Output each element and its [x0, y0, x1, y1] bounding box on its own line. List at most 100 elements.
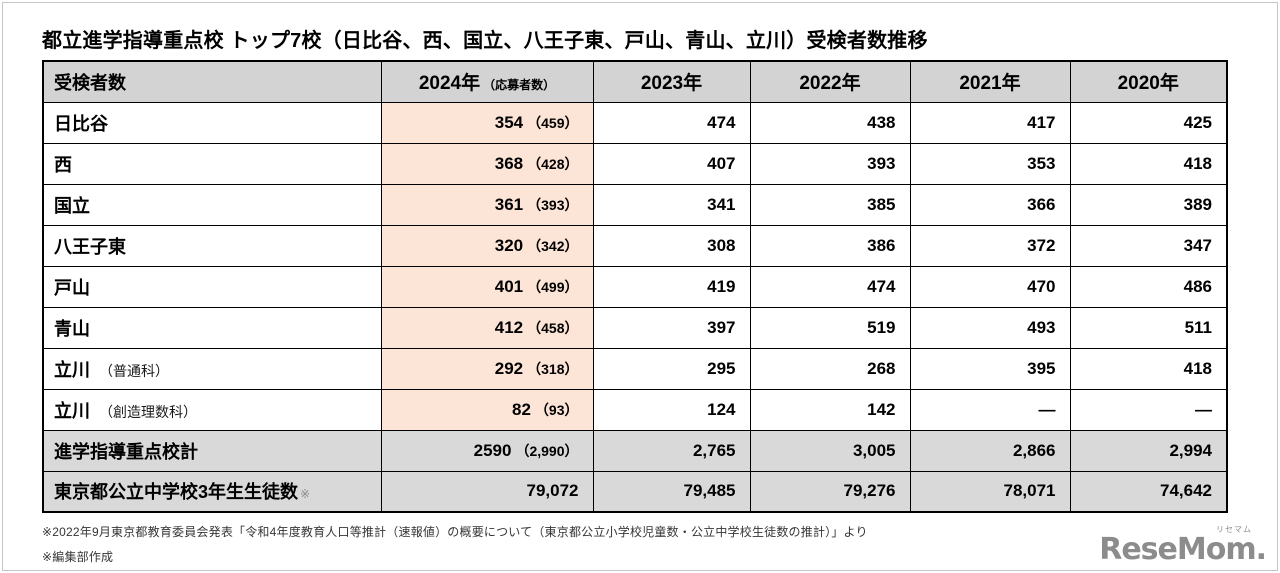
value-2022: 393: [749, 142, 911, 185]
total-row: 進学指導重点校計 2590 （2,990） 2,765 3,005 2,866 2…: [42, 429, 1228, 472]
students-2024: 79,072: [380, 470, 594, 513]
students-2020: 74,642: [1069, 470, 1228, 513]
applicants-2024: （393）: [527, 196, 579, 213]
table-row: 戸山 401 （499） 419 474 470 486: [42, 265, 1228, 308]
table-row: 青山 412 （458） 397 519 493 511: [42, 306, 1228, 349]
value-2022: 142: [749, 388, 911, 431]
applicants-2024: （93）: [534, 401, 579, 418]
value-2021: 493: [909, 306, 1071, 349]
value-2020: 418: [1069, 142, 1228, 185]
applicants-2024: （459）: [527, 114, 579, 131]
value-2022: 386: [749, 224, 911, 267]
value-2021: 395: [909, 347, 1071, 390]
value-2023: 474: [592, 101, 751, 144]
total-row-label: 進学指導重点校計: [42, 429, 382, 472]
students-2021: 78,071: [909, 470, 1071, 513]
applicants-2024: （428）: [527, 155, 579, 172]
table-row: 日比谷 354 （459） 474 438 417 425: [42, 101, 1228, 144]
students-2023: 79,485: [592, 470, 751, 513]
value-2021: 470: [909, 265, 1071, 308]
total-2021: 2,866: [909, 429, 1071, 472]
footnotes: ※2022年9月東京都教育委員会発表「令和4年度教育人口等推計（速報値）の概要に…: [42, 523, 1226, 566]
value-2024: 82 （93）: [380, 388, 594, 431]
value-2021: 366: [909, 183, 1071, 226]
value-2023: 407: [592, 142, 751, 185]
value-2020: 425: [1069, 101, 1228, 144]
value-2024: 401 （499）: [380, 265, 594, 308]
header-2024: 2024年 （応募者数）: [380, 60, 594, 103]
table-row: 国立 361 （393） 341 385 366 389: [42, 183, 1228, 226]
resemom-logo-text: ReseMom.: [1099, 532, 1267, 567]
figure-content: 都立進学指導重点校 トップ7校（日比谷、西、国立、八王子東、戸山、青山、立川）受…: [42, 24, 1228, 572]
header-2024-subnote: （応募者数）: [483, 78, 556, 93]
table-row: 西 368 （428） 407 393 353 418: [42, 142, 1228, 185]
resemom-logo-ruby: リセマム: [1216, 525, 1252, 534]
applicants-2024: （318）: [527, 360, 579, 377]
value-2023: 124: [592, 388, 751, 431]
footnote-marker: ※: [300, 487, 311, 502]
value-2020: 389: [1069, 183, 1228, 226]
total-2024: 2590 （2,990）: [380, 429, 594, 472]
value-2020: 347: [1069, 224, 1228, 267]
table-row: 八王子東 320 （342） 308 386 372 347: [42, 224, 1228, 267]
total-2020: 2,994: [1069, 429, 1228, 472]
applicants-2024: （458）: [527, 319, 579, 336]
value-2024: 320 （342）: [380, 224, 594, 267]
school-dept: （創造理数科）: [99, 403, 197, 420]
table-row: 立川 （創造理数科） 82 （93） 124 142 — —: [42, 388, 1228, 431]
school-name: 国立: [54, 195, 90, 216]
total-applicants-2024: （2,990）: [515, 442, 579, 459]
value-2023: 397: [592, 306, 751, 349]
school-name: 戸山: [54, 277, 90, 298]
value-2024: 368 （428）: [380, 142, 594, 185]
footnote-credit: ※編集部作成: [42, 549, 114, 564]
students-row-label: 東京都公立中学校3年生生徒数: [54, 482, 299, 503]
value-2021: 353: [909, 142, 1071, 185]
value-2024: 354 （459）: [380, 101, 594, 144]
school-name: 八王子東: [54, 236, 126, 257]
header-2020: 2020年: [1069, 60, 1228, 103]
value-2020: 511: [1069, 306, 1228, 349]
applicants-2024: （499）: [527, 278, 579, 295]
school-name: 立川: [54, 400, 90, 421]
value-2022: 438: [749, 101, 911, 144]
value-2022: 268: [749, 347, 911, 390]
students-row: 東京都公立中学校3年生生徒数 ※ 79,072 79,485 79,276 78,…: [42, 470, 1228, 513]
page-title: 都立進学指導重点校 トップ7校（日比谷、西、国立、八王子東、戸山、青山、立川）受…: [42, 30, 928, 52]
school-name: 立川: [54, 359, 90, 380]
footnote-source: ※2022年9月東京都教育委員会発表「令和4年度教育人口等推計（速報値）の概要に…: [42, 525, 868, 539]
header-2022: 2022年: [749, 60, 911, 103]
applicants-2024: （342）: [527, 237, 579, 254]
value-2021: 372: [909, 224, 1071, 267]
school-name: 青山: [54, 318, 90, 339]
school-name: 日比谷: [54, 113, 108, 134]
table-row: 立川 （普通科） 292 （318） 295 268 395 418: [42, 347, 1228, 390]
header-2021: 2021年: [909, 60, 1071, 103]
header-row-label: 受検者数: [42, 60, 382, 103]
value-2020: —: [1069, 388, 1228, 431]
value-2020: 486: [1069, 265, 1228, 308]
total-2022: 3,005: [749, 429, 911, 472]
applicants-table: 受検者数 2024年 （応募者数） 2023年 2022年 2021年 2020年…: [42, 60, 1228, 513]
header-2023: 2023年: [592, 60, 751, 103]
value-2021: 417: [909, 101, 1071, 144]
value-2022: 474: [749, 265, 911, 308]
value-2023: 308: [592, 224, 751, 267]
value-2023: 341: [592, 183, 751, 226]
value-2022: 519: [749, 306, 911, 349]
students-2022: 79,276: [749, 470, 911, 513]
table-header-row: 受検者数 2024年 （応募者数） 2023年 2022年 2021年 2020年: [42, 60, 1228, 103]
school-dept: （普通科）: [99, 362, 169, 379]
value-2024: 361 （393）: [380, 183, 594, 226]
value-2021: —: [909, 388, 1071, 431]
value-2023: 295: [592, 347, 751, 390]
total-2023: 2,765: [592, 429, 751, 472]
value-2023: 419: [592, 265, 751, 308]
value-2022: 385: [749, 183, 911, 226]
school-name: 西: [54, 154, 72, 175]
value-2020: 418: [1069, 347, 1228, 390]
value-2024: 412 （458）: [380, 306, 594, 349]
value-2024: 292 （318）: [380, 347, 594, 390]
resemom-logo: リセマム ReseMom.: [1099, 525, 1267, 567]
